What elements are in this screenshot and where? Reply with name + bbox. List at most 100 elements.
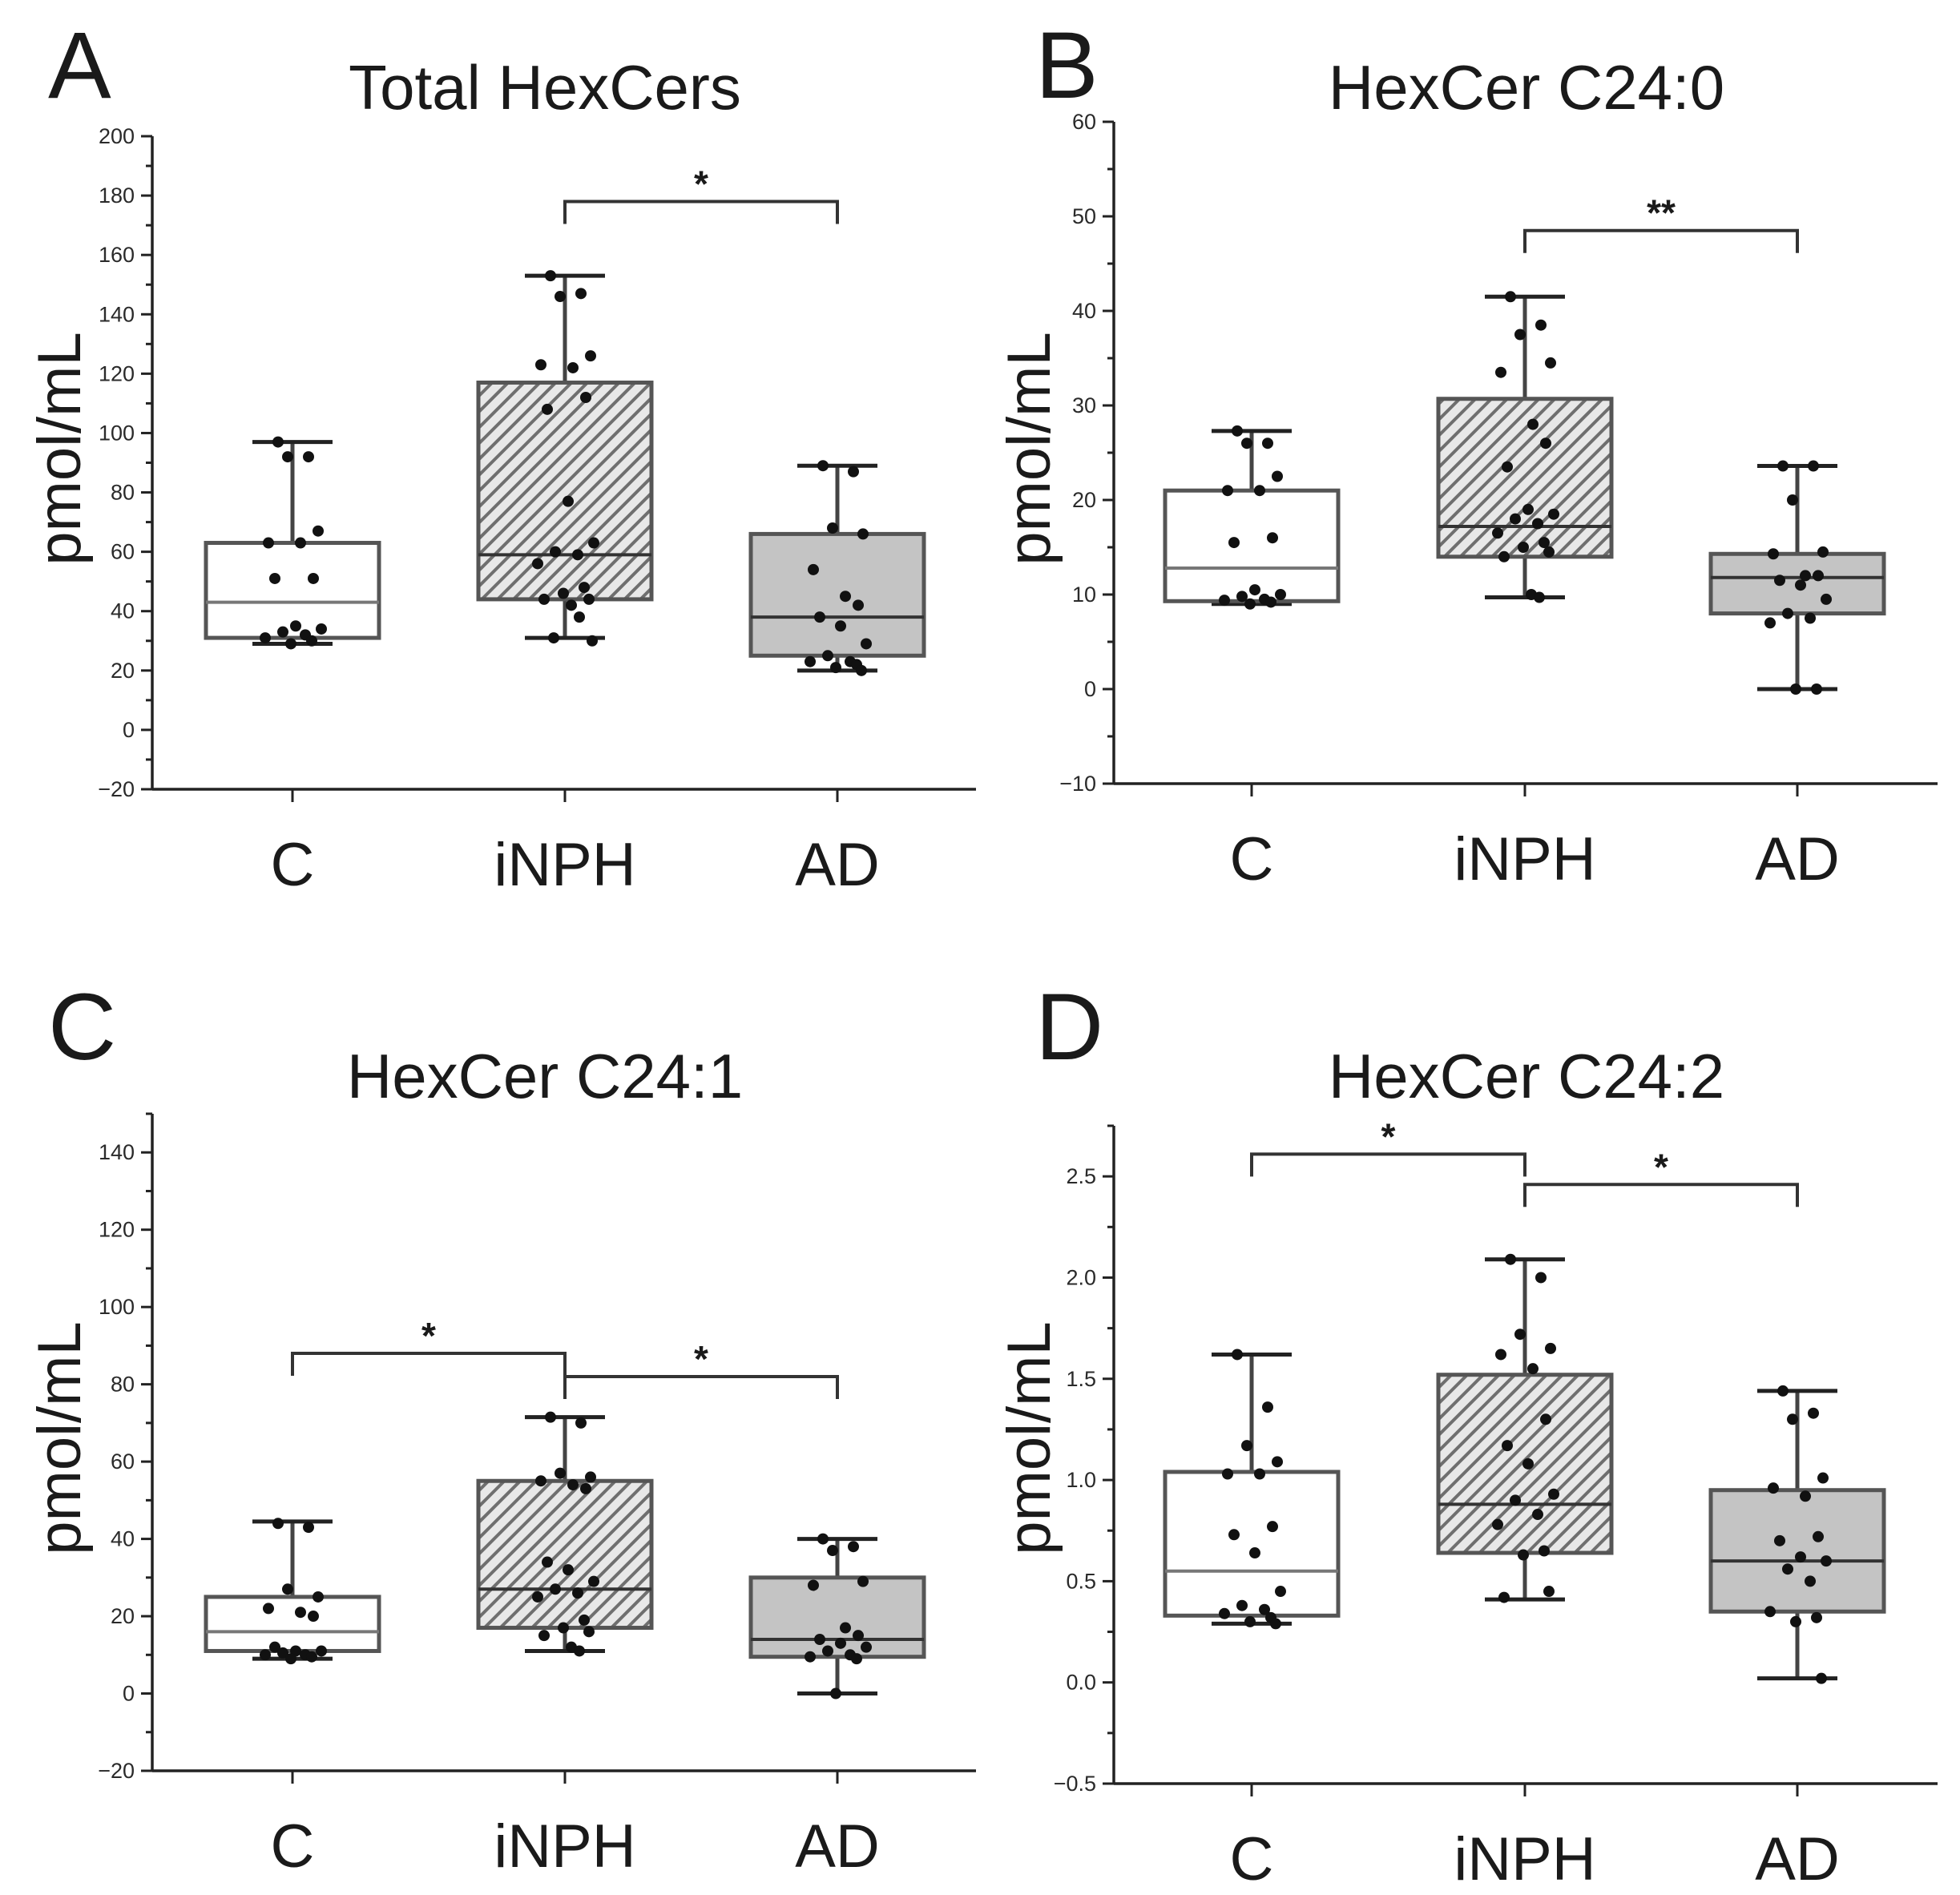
significance-bracket-c-inph — [291, 1352, 567, 1377]
data-point-ad — [853, 599, 864, 611]
data-point-inph — [572, 1587, 583, 1599]
significance-label: * — [694, 1338, 708, 1380]
panel-b: B HexCer C24:0 pmol/mL −10 0 10 20 30 40 50 60 C… — [995, 13, 1938, 893]
data-point-c — [285, 638, 296, 650]
panel-letter: B — [1035, 13, 1099, 119]
data-point-ad — [805, 655, 816, 667]
data-point-c — [1262, 1401, 1273, 1413]
significance-bracket-inph-ad — [563, 200, 839, 224]
y-tick-label: −10 — [1059, 772, 1096, 796]
data-point-c — [277, 1647, 288, 1659]
data-point-inph — [1539, 537, 1550, 549]
x-tick-label-ad: AD — [1755, 1825, 1840, 1893]
data-point-c — [1275, 589, 1286, 600]
data-point-ad — [1800, 1490, 1811, 1502]
panel-letter: D — [1035, 974, 1103, 1080]
y-axis-label: pmol/mL — [995, 332, 1063, 565]
data-point-ad — [1813, 1530, 1824, 1542]
y-axis-label: pmol/mL — [26, 332, 94, 565]
y-tick-label: 30 — [1072, 393, 1096, 417]
y-tick-label: 200 — [99, 124, 135, 148]
y-tick-label: 80 — [111, 1373, 135, 1397]
y-tick-label: −0.5 — [1054, 1772, 1096, 1796]
x-tick-label-ad: AD — [1755, 825, 1840, 893]
data-point-ad — [1787, 1413, 1798, 1425]
data-point-c — [308, 572, 319, 584]
data-point-inph — [538, 593, 550, 605]
data-point-inph — [1502, 1440, 1513, 1452]
data-point-ad — [1817, 1472, 1829, 1484]
x-tick-label-inph: iNPH — [1454, 825, 1595, 893]
chart-title: Total HexCers — [349, 52, 741, 123]
x-tick-label-c: C — [1230, 825, 1274, 893]
data-point-c — [1272, 470, 1283, 482]
data-point-c — [1267, 532, 1278, 544]
data-point-inph — [1522, 1458, 1534, 1470]
y-tick-label: 40 — [111, 599, 135, 623]
data-point-inph — [574, 1645, 585, 1657]
data-point-c — [272, 1518, 284, 1530]
data-point-ad — [830, 662, 841, 674]
panel-d: D HexCer C24:2 pmol/mL −0.5 0.0 0.5 1.0 1.5 2… — [995, 974, 1938, 1893]
data-point-ad — [861, 1641, 872, 1653]
y-tick-label: −20 — [98, 777, 135, 801]
data-point-inph — [1545, 357, 1556, 369]
data-point-inph — [567, 1479, 579, 1491]
data-point-inph — [555, 1467, 566, 1479]
data-point-c — [282, 1583, 293, 1595]
box-c — [1163, 1470, 1341, 1618]
significance-label: * — [1381, 1115, 1396, 1157]
data-point-ad — [1790, 683, 1801, 695]
box-c — [1163, 488, 1341, 603]
y-tick-label: 0 — [1084, 677, 1096, 701]
y-tick-label: 140 — [99, 302, 135, 326]
data-point-ad — [848, 1541, 859, 1553]
data-point-inph — [1535, 319, 1547, 331]
data-point-ad — [1782, 607, 1793, 619]
x-tick-label-c: C — [271, 831, 315, 899]
data-point-ad — [1811, 1611, 1822, 1623]
data-point-inph — [1539, 1545, 1550, 1557]
y-tick-label: 120 — [99, 361, 135, 385]
data-point-inph — [1535, 1272, 1547, 1284]
data-point-ad — [853, 1630, 864, 1642]
data-point-inph — [1532, 1509, 1543, 1521]
data-point-inph — [567, 361, 579, 373]
y-tick-label: 120 — [99, 1218, 135, 1242]
y-tick-label: 100 — [99, 421, 135, 445]
data-point-ad — [817, 1533, 829, 1545]
data-point-c — [313, 525, 324, 537]
x-tick-label-inph: iNPH — [494, 1812, 635, 1881]
data-point-inph — [1527, 418, 1539, 430]
data-point-c — [1236, 591, 1248, 603]
data-point-ad — [827, 522, 838, 534]
y-tick-label: 10 — [1072, 583, 1096, 607]
data-point-ad — [814, 611, 825, 623]
y-tick-label: 160 — [99, 243, 135, 267]
significance-label: * — [694, 163, 708, 205]
data-point-c — [1241, 1440, 1252, 1452]
data-point-inph — [558, 587, 569, 599]
plot-area: −20 0 20 40 60 80 100 120 140 160 180 200 C iNPH AD * — [98, 124, 976, 899]
y-tick-label: 80 — [111, 481, 135, 505]
y-tick-label: 140 — [99, 1140, 135, 1164]
data-point-inph — [579, 1614, 590, 1626]
data-point-inph — [558, 1622, 569, 1634]
plot-area: −10 0 10 20 30 40 50 60 C iNPH AD ** — [1059, 110, 1938, 893]
y-tick-label: 0 — [123, 718, 135, 742]
data-point-inph — [1502, 461, 1513, 473]
data-point-ad — [1795, 1551, 1806, 1563]
y-tick-label: 40 — [111, 1527, 135, 1551]
significance-bracket-inph-ad — [1523, 1183, 1799, 1208]
data-point-ad — [1774, 575, 1785, 587]
y-tick-label: 0 — [123, 1682, 135, 1706]
data-point-c — [1236, 1599, 1248, 1611]
data-point-ad — [835, 620, 846, 632]
data-point-inph — [1510, 1494, 1521, 1506]
data-point-inph — [588, 1575, 599, 1587]
data-point-ad — [1782, 1563, 1793, 1575]
x-tick-label-ad: AD — [795, 831, 880, 899]
data-point-c — [1249, 1547, 1260, 1559]
y-tick-label: 1.0 — [1066, 1468, 1096, 1492]
data-point-inph — [532, 1591, 543, 1603]
